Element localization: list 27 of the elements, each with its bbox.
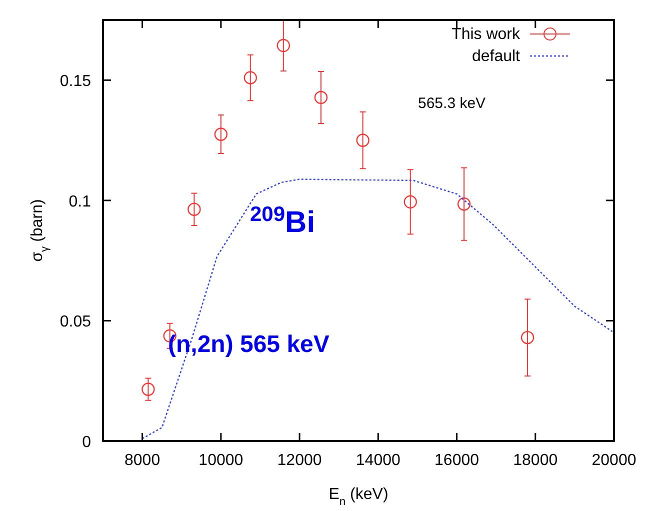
x-tick-label: 20000 bbox=[592, 452, 636, 469]
x-tick-label: 10000 bbox=[198, 452, 244, 469]
point bbox=[314, 90, 328, 104]
point bbox=[188, 202, 201, 216]
y-tick-label: 0 bbox=[82, 434, 92, 451]
point bbox=[457, 197, 471, 211]
annotation: $^{209}$Bi bbox=[250, 202, 316, 239]
line-series bbox=[142, 178, 614, 440]
point bbox=[404, 195, 417, 208]
legend-label: This work bbox=[452, 26, 521, 43]
annotation: 565.3 keV bbox=[418, 95, 486, 112]
x-tick-label: 8000 bbox=[124, 452, 160, 469]
y-tick-label: 0.1 bbox=[68, 193, 92, 210]
x-tick-label: 16000 bbox=[434, 452, 480, 469]
x-axis-title: E$_{n}$ (keV) bbox=[328, 486, 388, 508]
point bbox=[142, 382, 155, 396]
x-tick-label: 18000 bbox=[513, 452, 558, 469]
x-tick-label: 14000 bbox=[356, 452, 400, 469]
legend-label: default bbox=[472, 48, 521, 65]
point bbox=[276, 38, 290, 52]
x-tick-label: 12000 bbox=[277, 452, 322, 469]
y-tick-label: 0.15 bbox=[60, 73, 92, 90]
point bbox=[520, 330, 534, 344]
point bbox=[356, 134, 370, 147]
y-tick-label: 0.05 bbox=[60, 314, 92, 331]
point bbox=[244, 71, 258, 84]
point bbox=[214, 128, 228, 141]
